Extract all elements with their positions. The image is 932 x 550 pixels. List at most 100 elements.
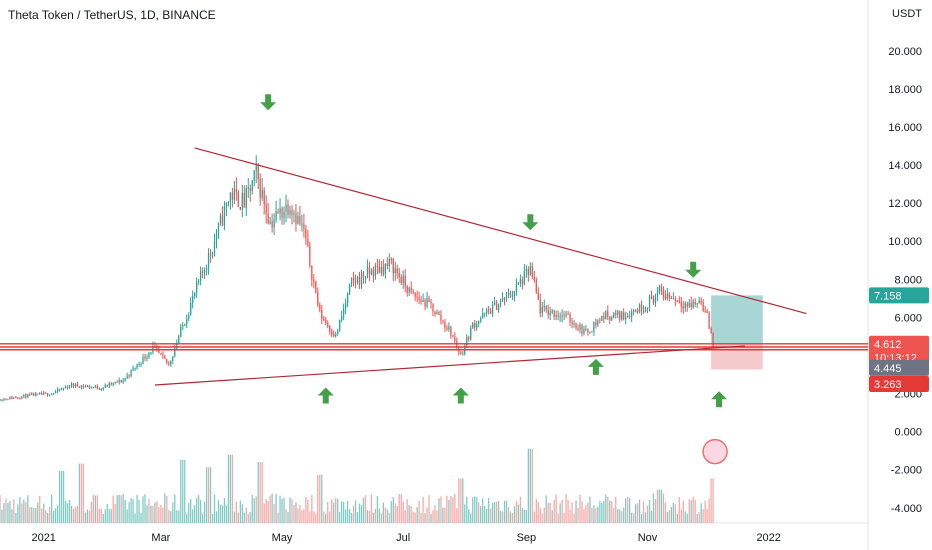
candle-body[interactable] (182, 325, 184, 327)
candle-body[interactable] (291, 210, 293, 215)
candle-body[interactable] (601, 316, 603, 321)
candle-body[interactable] (263, 189, 265, 205)
candle-body[interactable] (515, 283, 518, 292)
candle-body[interactable] (674, 298, 676, 301)
candle-body[interactable] (611, 317, 613, 321)
candle-body[interactable] (142, 356, 144, 364)
candle-body[interactable] (35, 393, 37, 396)
candle-body[interactable] (702, 302, 704, 311)
candle-body[interactable] (152, 345, 154, 353)
candle-body[interactable] (581, 324, 583, 334)
candle-body[interactable] (489, 310, 492, 314)
candle-body[interactable] (279, 208, 281, 214)
candle-body[interactable] (27, 394, 29, 398)
candle-body[interactable] (706, 311, 708, 313)
candle-body[interactable] (11, 396, 13, 399)
candle-body[interactable] (309, 244, 311, 266)
candle-body[interactable] (660, 286, 663, 292)
candle-body[interactable] (509, 292, 512, 297)
candle-body[interactable] (241, 192, 243, 210)
candle-body[interactable] (499, 300, 502, 304)
candle-body[interactable] (96, 385, 98, 389)
candle-body[interactable] (549, 312, 551, 316)
candle-body[interactable] (555, 315, 557, 317)
candle-body[interactable] (579, 324, 581, 330)
candle-body[interactable] (408, 287, 410, 293)
candle-body[interactable] (625, 317, 627, 320)
candle-body[interactable] (172, 356, 174, 361)
candle-body[interactable] (122, 380, 124, 383)
candle-body[interactable] (154, 345, 156, 347)
candle-body[interactable] (301, 223, 303, 225)
candle-body[interactable] (138, 363, 140, 365)
trendline[interactable] (194, 147, 807, 315)
candle-body[interactable] (658, 286, 661, 293)
candle-body[interactable] (386, 263, 388, 266)
candle-body[interactable] (84, 386, 87, 388)
candle-body[interactable] (92, 387, 95, 389)
candle-body[interactable] (460, 352, 462, 355)
candle-body[interactable] (265, 204, 267, 214)
candle-body[interactable] (583, 329, 585, 334)
candle-body[interactable] (682, 306, 684, 309)
candle-body[interactable] (394, 268, 396, 274)
candle-body[interactable] (37, 393, 39, 395)
candle-body[interactable] (321, 309, 323, 319)
candle-body[interactable] (434, 311, 436, 315)
candle-body[interactable] (708, 312, 710, 329)
candle-body[interactable] (50, 393, 53, 396)
candle-body[interactable] (335, 334, 337, 337)
candle-body[interactable] (243, 192, 245, 208)
candle-body[interactable] (132, 368, 134, 370)
candle-body[interactable] (511, 295, 514, 297)
candle-body[interactable] (277, 211, 279, 214)
candle-body[interactable] (199, 271, 202, 281)
candle-body[interactable] (331, 330, 333, 335)
candle-body[interactable] (64, 387, 67, 389)
candle-body[interactable] (45, 392, 47, 394)
candle-body[interactable] (352, 277, 355, 281)
candle-body[interactable] (329, 325, 331, 331)
candle-body[interactable] (404, 275, 406, 287)
candle-body[interactable] (43, 392, 45, 395)
candle-body[interactable] (90, 387, 93, 389)
candle-body[interactable] (162, 353, 164, 356)
candle-body[interactable] (47, 393, 49, 396)
candle-body[interactable] (376, 265, 379, 267)
candle-body[interactable] (344, 303, 347, 309)
candle-body[interactable] (72, 383, 75, 387)
candle-body[interactable] (271, 221, 273, 228)
candle-body[interactable] (33, 393, 35, 396)
candle-body[interactable] (5, 398, 7, 400)
candle-body[interactable] (319, 304, 321, 310)
candle-body[interactable] (561, 315, 563, 317)
candle-body[interactable] (124, 378, 126, 381)
candle-body[interactable] (207, 253, 210, 269)
candle-body[interactable] (17, 397, 19, 399)
candle-body[interactable] (194, 292, 196, 297)
candle-body[interactable] (484, 313, 486, 315)
candle-body[interactable] (188, 315, 190, 320)
candle-body[interactable] (372, 269, 375, 276)
candle-body[interactable] (221, 215, 224, 226)
candle-body[interactable] (259, 178, 261, 198)
candle-body[interactable] (247, 187, 249, 189)
candle-body[interactable] (704, 310, 706, 312)
candle-body[interactable] (656, 292, 659, 296)
candle-body[interactable] (82, 385, 85, 387)
candle-body[interactable] (112, 382, 114, 385)
candle-body[interactable] (668, 293, 671, 298)
candle-body[interactable] (166, 358, 168, 363)
candle-body[interactable] (74, 383, 77, 387)
candle-body[interactable] (587, 328, 589, 333)
candle-body[interactable] (607, 311, 609, 317)
candle-body[interactable] (56, 389, 59, 392)
candle-body[interactable] (517, 283, 520, 285)
candle-body[interactable] (356, 277, 359, 283)
candle-body[interactable] (116, 381, 118, 383)
candle-body[interactable] (253, 170, 255, 181)
candle-body[interactable] (297, 215, 299, 224)
candle-body[interactable] (60, 388, 63, 390)
candle-body[interactable] (245, 188, 247, 208)
candle-body[interactable] (476, 323, 478, 328)
